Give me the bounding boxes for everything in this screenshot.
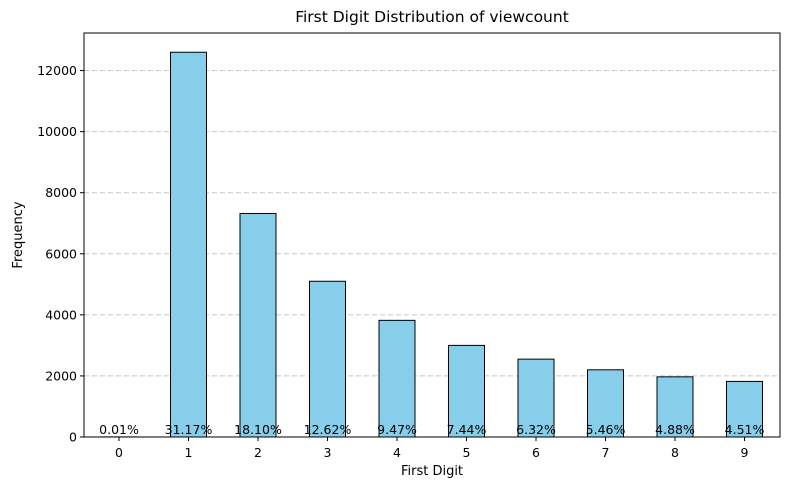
bar [378, 319, 416, 438]
y-axis-ticks: 0 2000 4000 6000 8000 10000 12000 [37, 63, 84, 445]
bar [170, 51, 207, 438]
plot-frame [83, 32, 781, 438]
bar-data-label: 0.01% [99, 422, 139, 437]
bar-data-label: 6.32% [516, 422, 556, 437]
x-tick-label: 0 [115, 445, 123, 460]
x-tick-label: 4 [393, 445, 401, 460]
bar-data-label: 5.46% [586, 422, 626, 437]
y-tick-label: 2000 [45, 368, 77, 383]
y-tick-label: 0 [69, 430, 77, 445]
bars [100, 51, 763, 438]
y-tick-label: 8000 [45, 185, 77, 200]
bar [656, 376, 694, 438]
y-tick-label: 6000 [45, 246, 77, 261]
y-tick-label: 10000 [37, 124, 77, 139]
bar-data-label: 4.51% [725, 422, 765, 437]
x-axis-ticks: 0 1 2 3 4 5 6 7 8 9 [115, 437, 749, 460]
bar [239, 212, 277, 438]
x-tick-label: 2 [254, 445, 262, 460]
bar [517, 358, 555, 438]
x-tick-label: 5 [463, 445, 471, 460]
bar [448, 344, 485, 438]
bar-data-label: 31.17% [165, 422, 213, 437]
bar-data-label: 12.62% [304, 422, 352, 437]
x-tick-label: 3 [324, 445, 332, 460]
x-tick-label: 9 [741, 445, 749, 460]
bar [309, 280, 346, 438]
bar-data-label: 7.44% [447, 422, 487, 437]
bar-data-label: 4.88% [655, 422, 695, 437]
x-tick-label: 1 [185, 445, 193, 460]
x-axis-label: First Digit [401, 464, 463, 479]
y-tick-label: 4000 [45, 307, 77, 322]
data-labels: 0.01% 31.17% 18.10% 12.62% 9.47% 7.44% 6.32% 5.… [99, 422, 764, 437]
bar-data-label: 18.10% [234, 422, 282, 437]
y-axis-label: Frequency [11, 201, 26, 268]
x-tick-label: 7 [602, 445, 610, 460]
bar-data-label: 9.47% [377, 422, 417, 437]
x-tick-label: 6 [532, 445, 540, 460]
x-tick-label: 8 [671, 445, 679, 460]
y-tick-label: 12000 [37, 63, 77, 78]
chart-title: First Digit Distribution of viewcount [295, 8, 569, 26]
